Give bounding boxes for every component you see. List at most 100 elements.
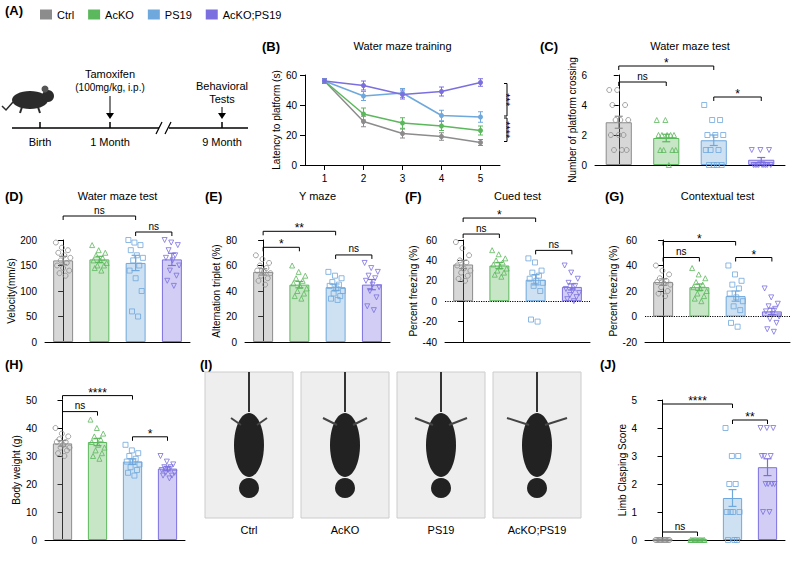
svg-text:Cued test: Cued test	[494, 190, 541, 202]
svg-text:****: ****	[688, 394, 707, 408]
svg-text:150: 150	[20, 260, 37, 271]
svg-text:20: 20	[226, 311, 238, 322]
svg-text:Latency to platform (s): Latency to platform (s)	[271, 70, 282, 169]
svg-text:30: 30	[26, 451, 38, 462]
svg-text:0: 0	[231, 337, 237, 348]
svg-text:ns: ns	[75, 400, 86, 411]
svg-text:0: 0	[31, 535, 37, 546]
svg-text:AcKO;PS19: AcKO;PS19	[223, 9, 282, 21]
svg-text:0: 0	[631, 311, 637, 322]
svg-text:4: 4	[439, 173, 445, 184]
svg-text:0: 0	[631, 535, 637, 546]
svg-text:(I): (I)	[200, 357, 212, 372]
svg-text:Ctrl: Ctrl	[57, 9, 74, 21]
svg-text:2: 2	[631, 479, 637, 490]
svg-text:3: 3	[631, 451, 637, 462]
svg-text:(G): (G)	[605, 189, 624, 204]
svg-text:-20: -20	[623, 337, 638, 348]
svg-text:(A): (A)	[5, 3, 23, 18]
svg-text:9 Month: 9 Month	[202, 136, 242, 148]
svg-text:*: *	[735, 87, 740, 101]
svg-text:40: 40	[226, 286, 238, 297]
svg-text:AcKO;PS19: AcKO;PS19	[508, 524, 567, 536]
svg-text:*: *	[148, 427, 153, 441]
svg-text:40: 40	[426, 255, 438, 266]
svg-text:40: 40	[626, 260, 638, 271]
svg-text:20: 20	[26, 479, 38, 490]
svg-text:**: **	[745, 410, 755, 424]
svg-text:6: 6	[581, 70, 587, 81]
svg-text:*: *	[664, 56, 669, 70]
svg-text:*: *	[751, 248, 756, 262]
svg-text:ns: ns	[548, 239, 559, 250]
svg-text:*: *	[279, 237, 284, 251]
svg-text:40: 40	[286, 100, 298, 111]
svg-text:*: *	[497, 208, 502, 222]
svg-text:40: 40	[26, 423, 38, 434]
svg-text:1 Month: 1 Month	[90, 136, 130, 148]
svg-text:100: 100	[20, 286, 37, 297]
svg-text:-40: -40	[423, 337, 438, 348]
svg-text:(F): (F)	[405, 189, 422, 204]
svg-text:50: 50	[26, 311, 38, 322]
svg-text:ns: ns	[675, 521, 686, 532]
svg-text:60: 60	[286, 70, 298, 81]
svg-text:Ctrl: Ctrl	[240, 524, 257, 536]
svg-text:2: 2	[361, 173, 367, 184]
svg-text:3: 3	[400, 173, 406, 184]
svg-text:Y maze: Y maze	[299, 190, 336, 202]
svg-text:5: 5	[631, 395, 637, 406]
svg-text:Percent freezing (%): Percent freezing (%)	[408, 245, 419, 336]
svg-text:Limb Clasping Score: Limb Clasping Score	[617, 423, 628, 516]
svg-text:(E): (E)	[205, 189, 222, 204]
svg-text:ns: ns	[348, 243, 359, 254]
svg-text:2: 2	[581, 130, 587, 141]
svg-text:(H): (H)	[5, 357, 23, 372]
svg-text:**: **	[295, 221, 305, 235]
svg-text:0: 0	[581, 160, 587, 171]
svg-text:0: 0	[31, 337, 37, 348]
svg-text:5: 5	[478, 173, 484, 184]
svg-text:Number of platform crossing: Number of platform crossing	[567, 57, 578, 183]
svg-text:-20: -20	[423, 316, 438, 327]
svg-text:(J): (J)	[600, 357, 616, 372]
svg-text:PS19: PS19	[165, 9, 192, 21]
svg-text:20: 20	[286, 130, 298, 141]
svg-text:Contextual test: Contextual test	[681, 190, 754, 202]
svg-text:Behavioral: Behavioral	[196, 80, 248, 92]
svg-text:Alternation triplet (%): Alternation triplet (%)	[211, 244, 222, 337]
svg-text:ns: ns	[676, 246, 687, 257]
svg-text:60: 60	[426, 235, 438, 246]
svg-text:0: 0	[291, 160, 297, 171]
svg-text:AcKO: AcKO	[105, 9, 134, 21]
svg-text:4: 4	[631, 423, 637, 434]
svg-text:(B): (B)	[262, 39, 280, 54]
svg-text:20: 20	[426, 275, 438, 286]
svg-text:AcKO: AcKO	[331, 524, 360, 536]
svg-text:(100mg/kg, i.p.): (100mg/kg, i.p.)	[75, 82, 144, 93]
svg-text:(C): (C)	[540, 39, 558, 54]
svg-text:Velocity(mm/s): Velocity(mm/s)	[6, 258, 17, 324]
svg-text:50: 50	[26, 395, 38, 406]
svg-text:Percent freezing (%): Percent freezing (%)	[608, 245, 619, 336]
svg-text:*: *	[697, 232, 702, 246]
svg-text:ns: ns	[94, 205, 105, 216]
svg-text:Water maze test: Water maze test	[650, 40, 730, 52]
svg-text:***: ***	[500, 93, 512, 107]
svg-text:1: 1	[322, 173, 328, 184]
svg-text:200: 200	[20, 235, 37, 246]
svg-text:Water maze training: Water maze training	[353, 40, 451, 52]
svg-text:Tests: Tests	[209, 93, 235, 105]
svg-text:1: 1	[631, 507, 637, 518]
svg-text:60: 60	[226, 260, 238, 271]
svg-text:4: 4	[581, 100, 587, 111]
svg-text:10: 10	[26, 507, 38, 518]
svg-text:ns: ns	[637, 71, 648, 82]
svg-text:(D): (D)	[5, 189, 23, 204]
svg-text:0: 0	[431, 296, 437, 307]
svg-text:Birth: Birth	[29, 136, 52, 148]
svg-text:60: 60	[626, 235, 638, 246]
svg-text:20: 20	[626, 286, 638, 297]
svg-text:Water maze test: Water maze test	[78, 190, 158, 202]
svg-text:****: ****	[500, 121, 512, 139]
